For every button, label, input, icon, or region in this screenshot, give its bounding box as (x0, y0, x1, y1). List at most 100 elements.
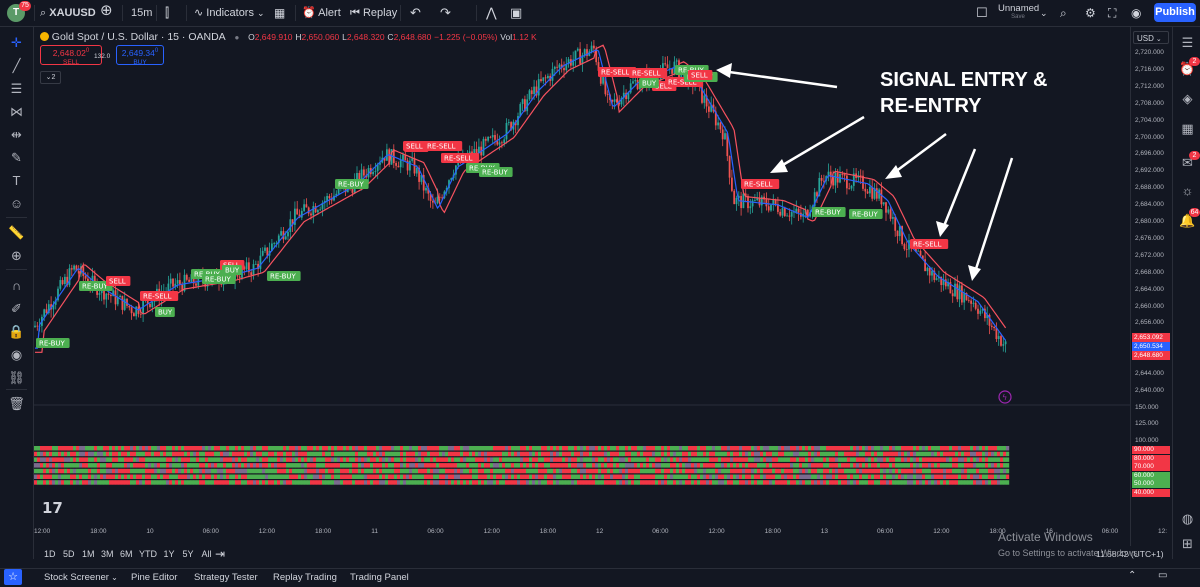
layout-name-button[interactable]: Unnamed Save (998, 3, 1039, 23)
range-button[interactable]: 1Y (163, 549, 175, 559)
undo-icon[interactable]: ↶ (410, 5, 421, 20)
layout-square-icon[interactable]: ☐ (976, 5, 988, 20)
heatmap-cell (271, 463, 275, 468)
price-chart[interactable]: RE-BUYRE-BUYSELLRE-SELLBUYRE-BUYSELLBUYR… (34, 27, 1130, 546)
collapse-panel-icon[interactable]: ⌃ (1128, 570, 1137, 581)
brush-icon[interactable]: ✎ (11, 150, 22, 165)
timeframe-button[interactable]: 15m (131, 7, 153, 19)
heatmap-cell (322, 474, 326, 479)
crosshair-icon[interactable]: ✛ (11, 35, 22, 50)
heatmap-cell (145, 451, 149, 457)
heatmap-cell (139, 457, 143, 462)
heatmap-cell (103, 480, 107, 485)
range-button[interactable]: All (201, 549, 212, 559)
range-button[interactable]: 5Y (182, 549, 194, 559)
range-button[interactable]: 6M (120, 549, 133, 559)
heatmap-cell (754, 480, 758, 485)
heatmap-cell (937, 480, 941, 485)
bottom-tab[interactable]: Stock Screener ⌄ (44, 572, 118, 583)
help-icon[interactable]: ◍ (1181, 511, 1194, 526)
text-tool-icon[interactable]: T (12, 173, 21, 188)
candle-body (498, 142, 501, 145)
fib-retracement-icon[interactable]: ☰ (10, 81, 23, 96)
bottom-tab[interactable]: Strategy Tester (194, 572, 258, 583)
heatmap-cell (673, 446, 677, 451)
heatmap-cell (532, 463, 536, 468)
ruler-icon[interactable]: 📏 (8, 225, 25, 240)
range-button[interactable]: 3M (101, 549, 114, 559)
heatmap-cell (559, 457, 563, 462)
symbol-search-button[interactable]: ⌕ XAUUSD (40, 4, 96, 22)
settings-gear-icon[interactable]: ⚙ (1085, 6, 1096, 20)
calendar-icon[interactable]: ▦ (1181, 121, 1194, 136)
redo-icon[interactable]: ↷ (440, 5, 451, 20)
bottom-tab[interactable]: Replay Trading (273, 572, 337, 583)
layers-icon[interactable]: ◈ (1182, 91, 1193, 106)
trend-line-icon[interactable]: ⋀ (486, 5, 497, 20)
replay-button[interactable]: ⏮ Replay (350, 4, 397, 22)
compare-add-icon[interactable]: ⊕ (100, 2, 113, 19)
chevron-down-icon[interactable]: ⌄ (108, 573, 118, 582)
heatmap-cell (424, 451, 428, 457)
heatmap-cell (904, 480, 908, 485)
sell-button[interactable]: 2,648.020 SELL (40, 45, 102, 66)
layout-grid-icon[interactable]: ▦ (274, 6, 286, 20)
lightning-icon[interactable]: ϟ (998, 390, 1012, 404)
emoji-icon[interactable]: ☺ (9, 196, 24, 211)
heatmap-cell (352, 468, 356, 474)
lock-icon[interactable]: 🔒 (8, 324, 25, 339)
apps-icon[interactable]: ⊞ (1182, 536, 1193, 551)
trash-icon[interactable]: 🗑 (8, 396, 25, 411)
maximize-panel-icon[interactable]: ▭ (1158, 570, 1168, 581)
chevron-down-icon[interactable]: ⌄ (257, 8, 265, 18)
pattern-tool-icon[interactable]: ⋈ (10, 104, 23, 119)
heatmap-cell (496, 480, 500, 485)
chevron-down-icon[interactable]: ⌄ (1040, 8, 1048, 18)
candle-body (602, 77, 604, 84)
annotation-arrows (716, 63, 1014, 281)
buy-button[interactable]: 2,649.340 BUY (116, 45, 164, 66)
clock-timezone[interactable]: 11:58:42 (UTC+1) (1096, 549, 1164, 559)
heatmap-cell (973, 446, 977, 451)
heatmap-cell (904, 463, 908, 468)
screenshot-image-icon[interactable]: ▣ (510, 5, 523, 20)
currency-selector[interactable]: USD ⌄ (1133, 31, 1169, 44)
range-button[interactable]: 1D (44, 549, 56, 559)
zoom-in-icon[interactable]: ⊕ (11, 248, 22, 263)
range-button[interactable]: YTD (139, 549, 157, 559)
eye-icon[interactable]: ◉ (10, 347, 23, 362)
heatmap-cell (406, 457, 410, 462)
symbol-title[interactable]: Gold Spot / U.S. Dollar · 15 · OANDA (51, 31, 226, 43)
star-favorites-icon[interactable]: ☆ (4, 569, 22, 585)
indicators-button[interactable]: ∿ Indicators (194, 4, 254, 22)
camera-icon[interactable]: ◉ (1131, 6, 1142, 20)
publish-button[interactable]: Publish (1154, 3, 1196, 22)
price-tick: 2,640.000 (1135, 387, 1164, 394)
candle-body (604, 77, 607, 95)
bottom-tab[interactable]: Pine Editor (131, 572, 178, 583)
quick-search-icon[interactable]: ⌕ (1060, 6, 1067, 20)
alert-button[interactable]: ⏰ Alert (302, 4, 341, 22)
trend-line-tool-icon[interactable]: ╱ (12, 58, 21, 73)
heatmap-cell (523, 474, 527, 479)
heatmap-cell (748, 463, 752, 468)
heatmap-cell (622, 451, 626, 457)
candle-body (333, 195, 335, 201)
bottom-tab[interactable]: Trading Panel (350, 572, 409, 583)
goto-date-icon[interactable]: ⇥ (215, 547, 226, 561)
heatmap-cell (235, 480, 239, 485)
ideas-bulb-icon[interactable]: ☼ (1181, 183, 1194, 198)
fullscreen-icon[interactable]: ⛶ (1108, 6, 1117, 20)
range-button[interactable]: 1M (82, 549, 95, 559)
watchlist-icon[interactable]: ☰ (1181, 35, 1194, 50)
candle-type-icon[interactable]: ⫿ (165, 5, 170, 20)
stay-drawing-icon[interactable]: ✐ (11, 301, 22, 316)
chat-icon[interactable]: ✉ (1182, 155, 1193, 170)
price-axis[interactable]: USD ⌄ 2,720.000 2,716.000 2,712.000 2,708.00… (1130, 27, 1173, 546)
range-button[interactable]: 5D (63, 549, 75, 559)
heatmap-cell (217, 463, 221, 468)
magnet-icon[interactable]: ∩ (11, 278, 22, 293)
indicators-collapse-button[interactable]: ⌄2 (40, 71, 61, 84)
link-icon[interactable]: ⛓ (8, 370, 25, 385)
measure-projection-icon[interactable]: ⇹ (11, 127, 22, 142)
